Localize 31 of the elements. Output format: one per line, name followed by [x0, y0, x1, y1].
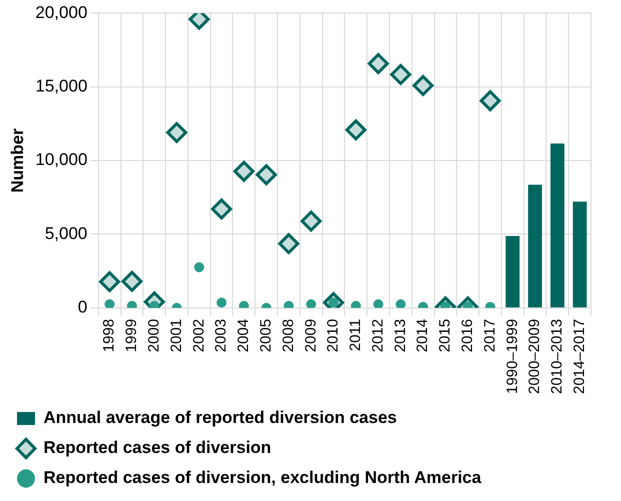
legend-label: Annual average of reported diversion cases: [44, 408, 397, 428]
y-tick-label: 15,000: [35, 76, 88, 96]
x-tick-label: 2010: [324, 318, 342, 352]
x-tick-label: 2000: [146, 318, 163, 352]
y-tick-label: 5,000: [44, 224, 88, 243]
legend-label: Reported cases of diversion, excluding North America: [44, 468, 482, 488]
x-tick-label: 2005: [257, 318, 274, 352]
x-tick-label: 2017: [481, 318, 498, 352]
x-tick-label: 2016: [458, 318, 476, 352]
legend-label: Reported cases of diversion: [44, 438, 272, 458]
x-tick-label: 2009: [302, 318, 320, 352]
x-tick-label: 2013: [392, 318, 409, 352]
x-tick-label: 2000–2009: [526, 318, 544, 394]
x-tick-label: 2011: [347, 318, 364, 352]
x-tick-label: 1999: [123, 318, 140, 352]
x-tick-label: 1990–1999: [504, 318, 521, 394]
x-tick-label: 2014: [414, 318, 432, 352]
x-tick-label: 2003: [212, 318, 230, 352]
y-tick-label: 10,000: [35, 150, 88, 170]
y-axis-title: Number: [8, 128, 27, 193]
x-tick-label: 2015: [436, 318, 454, 352]
x-tick-label: 2001: [168, 318, 185, 352]
x-tick-label: 2014–2017: [570, 318, 588, 394]
x-tick-label: 2004: [235, 318, 252, 352]
x-tick-label: 2010–2013: [548, 318, 566, 394]
y-tick-label: 0: [78, 298, 88, 317]
x-tick-label: 2002: [190, 318, 208, 352]
x-tick-label: 1998: [100, 318, 118, 352]
x-tick-label: 2012: [369, 318, 386, 352]
x-tick-label: 2008: [280, 318, 297, 352]
y-tick-label: 20,000: [35, 2, 88, 22]
